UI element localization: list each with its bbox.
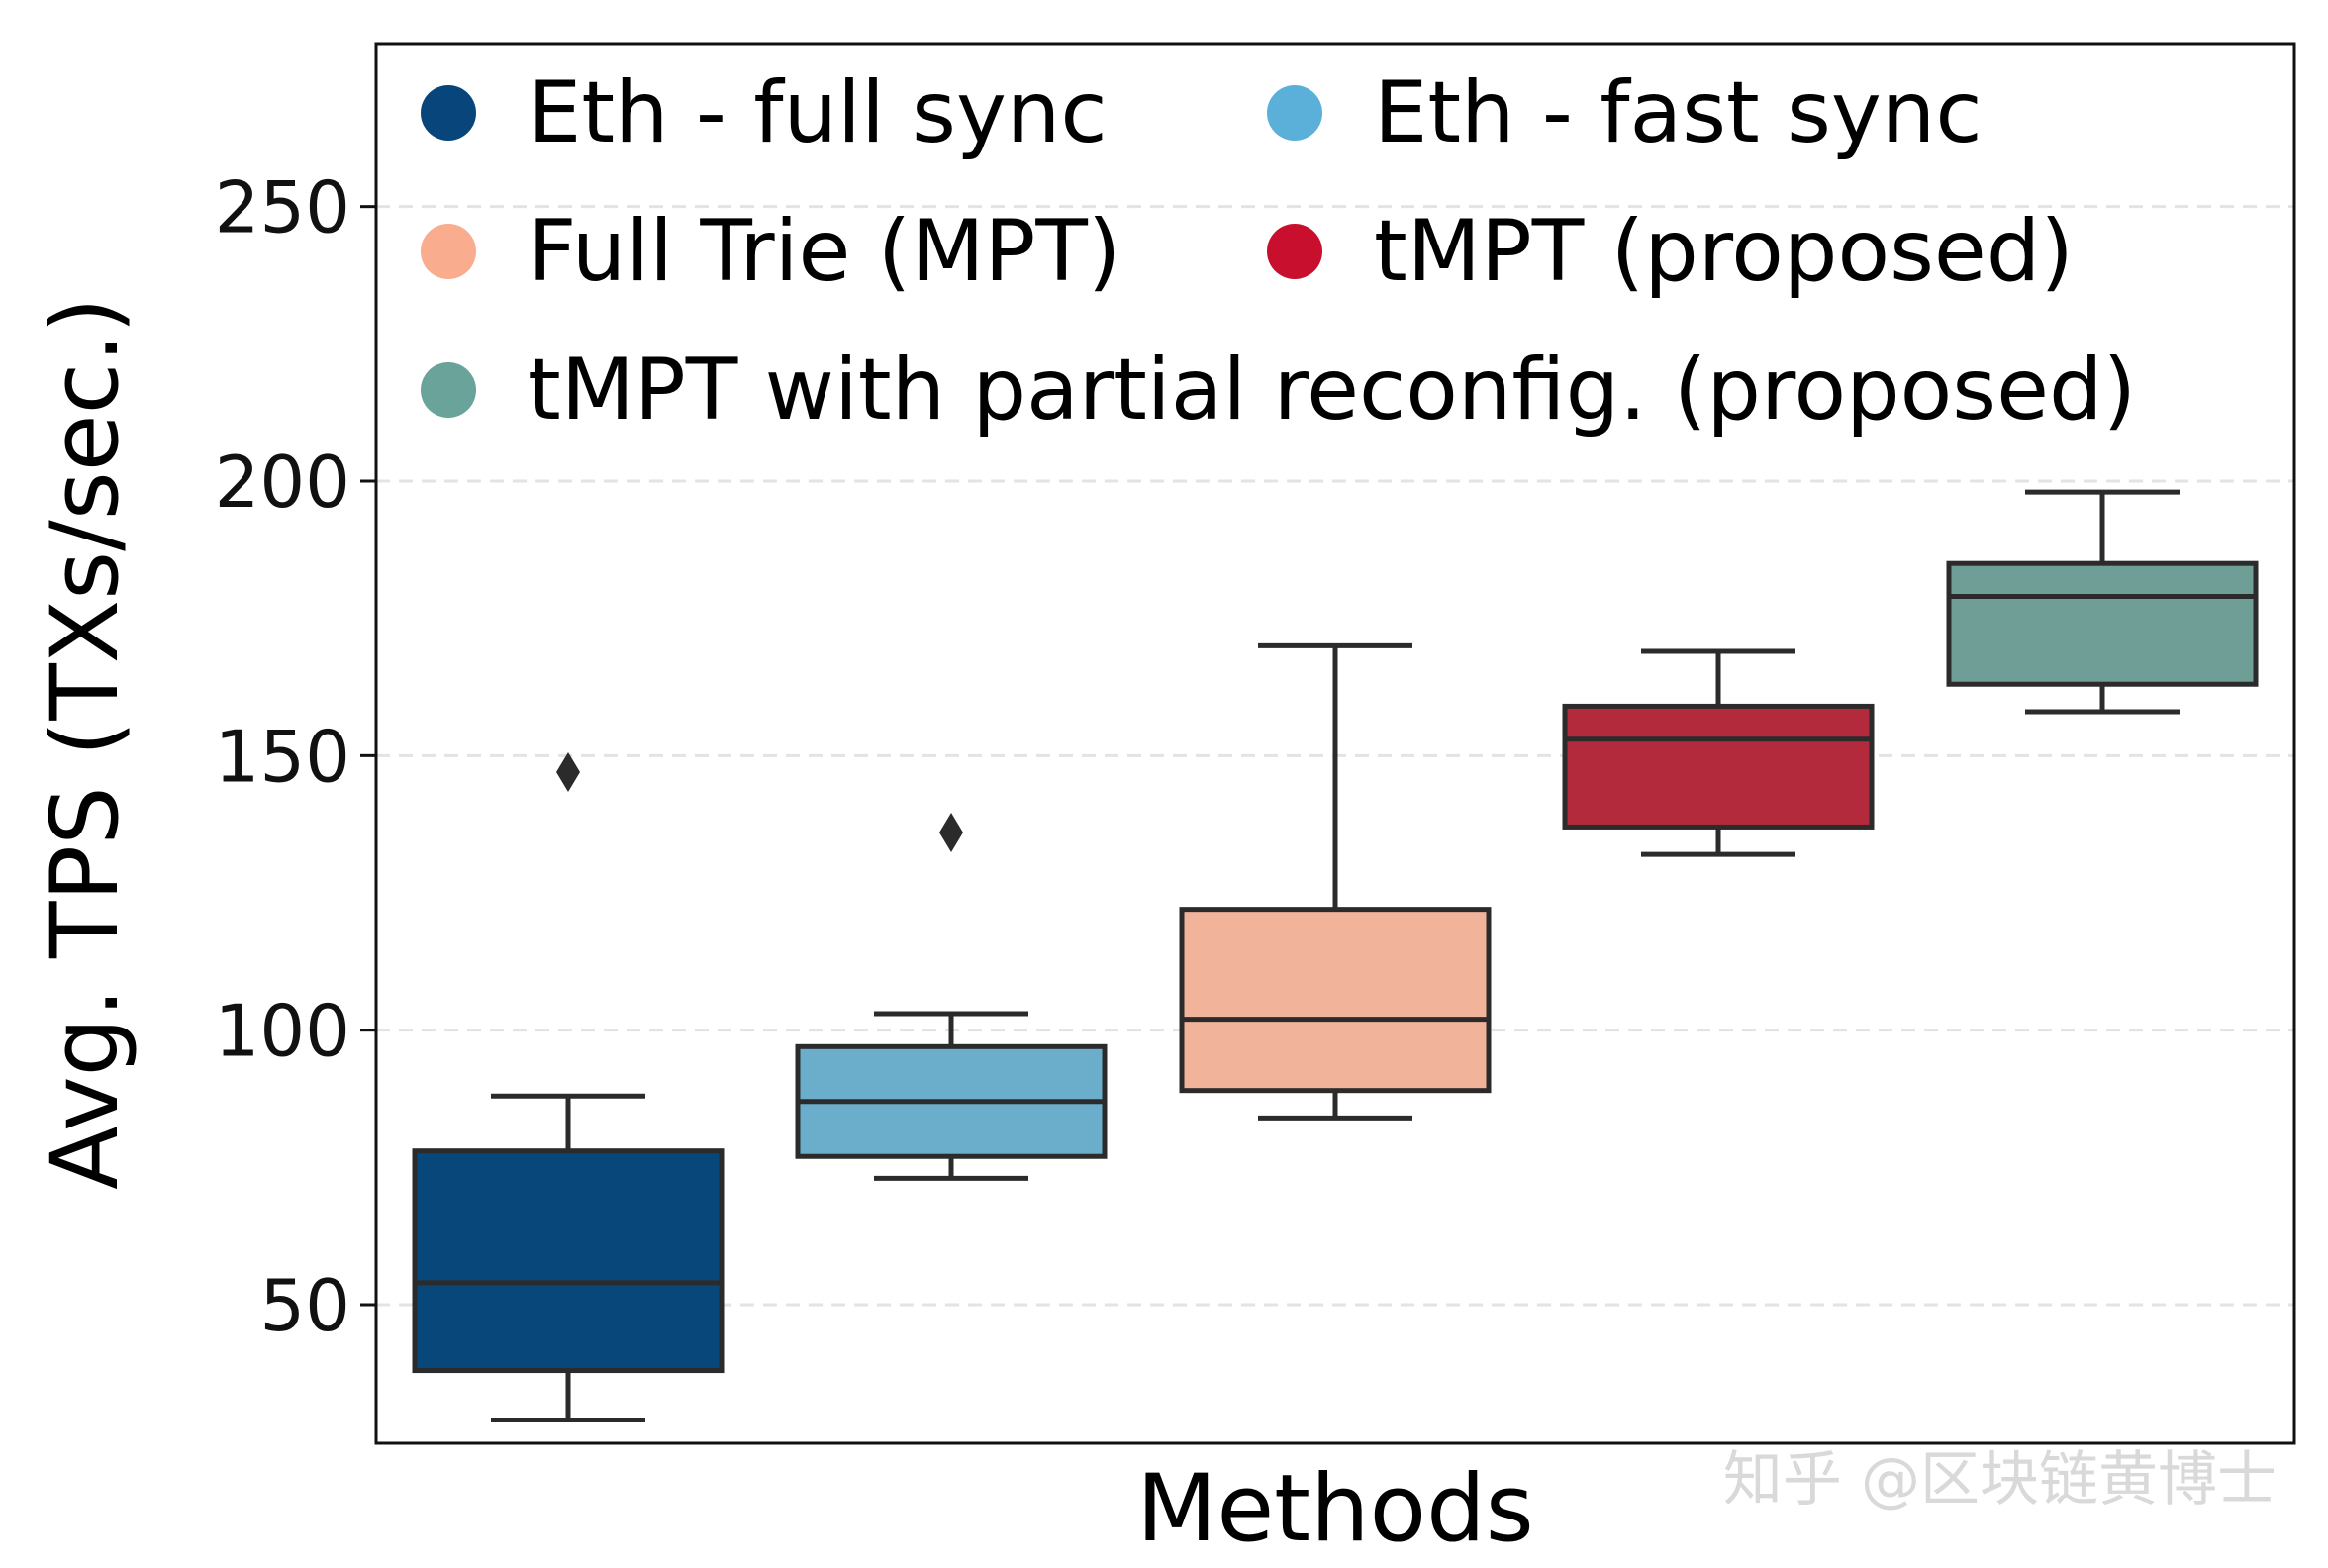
outlier-marker xyxy=(556,751,580,792)
boxes xyxy=(412,489,2259,1422)
legend-label: tMPT (proposed) xyxy=(1374,202,2074,301)
plot-frame xyxy=(374,42,2296,1445)
legend-marker xyxy=(421,362,476,418)
x-axis-title: Methods xyxy=(1136,1455,1534,1563)
box-iqr xyxy=(1946,560,2259,687)
box-group xyxy=(1179,642,1492,1121)
box-group xyxy=(412,751,725,1422)
legend: Eth - full sync Eth - fast sync Full Trie … xyxy=(421,63,2136,440)
box-iqr xyxy=(1179,907,1492,1094)
legend-label: Eth - full sync xyxy=(528,63,1108,162)
y-tick-label: 50 xyxy=(259,1264,350,1347)
y-axis-ticks: 50 100 150 200 250 xyxy=(215,166,376,1347)
legend-marker xyxy=(421,85,476,141)
outlier-marker xyxy=(939,812,963,852)
box-iqr xyxy=(412,1148,725,1374)
box-group xyxy=(1946,489,2259,715)
legend-label: Eth - fast sync xyxy=(1374,63,1983,162)
y-axis-title: Avg. TPS (TXs/sec.) xyxy=(32,297,140,1190)
watermark-text: 知乎 @区块链黄博士 xyxy=(1723,1445,2277,1515)
y-tick-label: 200 xyxy=(215,441,350,524)
y-tick-label: 250 xyxy=(215,166,350,249)
y-tick-label: 100 xyxy=(215,990,350,1073)
box-iqr xyxy=(1562,703,1875,830)
legend-label: tMPT with partial reconfig. (proposed) xyxy=(528,341,2136,440)
y-tick-label: 150 xyxy=(215,715,350,798)
legend-marker xyxy=(421,224,476,279)
box-group xyxy=(795,812,1108,1181)
box-group xyxy=(1562,648,1875,857)
legend-marker xyxy=(1267,224,1322,279)
legend-marker xyxy=(1267,85,1322,141)
legend-label: Full Trie (MPT) xyxy=(528,202,1120,301)
